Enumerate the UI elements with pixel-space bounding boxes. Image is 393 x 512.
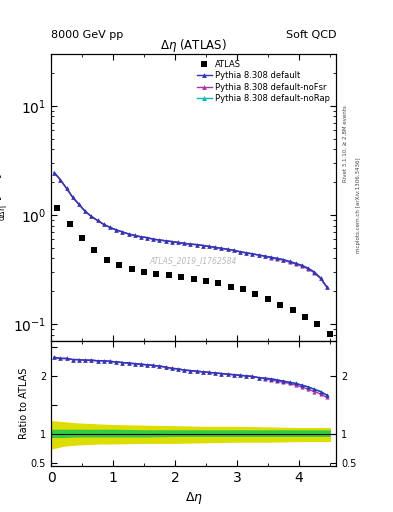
Text: Rivet 3.1.10, ≥ 2.8M events: Rivet 3.1.10, ≥ 2.8M events bbox=[343, 105, 348, 182]
Y-axis label: $\mathdefault{\frac{d\sigma}{d\Delta\eta}}$ [mb]: $\mathdefault{\frac{d\sigma}{d\Delta\eta… bbox=[0, 174, 12, 221]
Legend: ATLAS, Pythia 8.308 default, Pythia 8.308 default-noFsr, Pythia 8.308 default-no: ATLAS, Pythia 8.308 default, Pythia 8.30… bbox=[195, 58, 332, 105]
X-axis label: $\Delta\eta$: $\Delta\eta$ bbox=[185, 490, 202, 506]
Y-axis label: Ratio to ATLAS: Ratio to ATLAS bbox=[20, 368, 29, 439]
Text: ATLAS_2019_I1762584: ATLAS_2019_I1762584 bbox=[150, 256, 237, 265]
Text: Soft QCD: Soft QCD bbox=[286, 30, 336, 40]
Text: 8000 GeV pp: 8000 GeV pp bbox=[51, 30, 123, 40]
Text: mcplots.cern.ch [arXiv:1306.3436]: mcplots.cern.ch [arXiv:1306.3436] bbox=[356, 157, 361, 252]
Title: $\Delta\eta$ (ATLAS): $\Delta\eta$ (ATLAS) bbox=[160, 37, 227, 54]
